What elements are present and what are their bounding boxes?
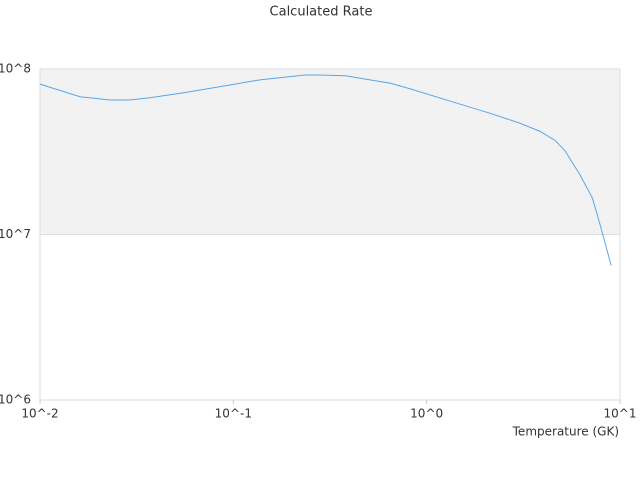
x-tick-label: 10^-2 bbox=[21, 407, 58, 421]
plot-band bbox=[40, 69, 620, 235]
chart-title: Calculated Rate bbox=[270, 5, 373, 20]
x-tick-label: 10^-1 bbox=[215, 407, 252, 421]
x-axis-label: Temperature (GK) bbox=[512, 425, 619, 439]
y-tick-label: 10^8 bbox=[0, 62, 31, 76]
data-line bbox=[39, 74, 612, 266]
x-tick-label: 10^0 bbox=[410, 407, 443, 421]
y-tick-label: 10^6 bbox=[0, 393, 31, 407]
x-tick-label: 10^1 bbox=[604, 407, 637, 421]
y-tick-label: 10^7 bbox=[0, 227, 31, 241]
